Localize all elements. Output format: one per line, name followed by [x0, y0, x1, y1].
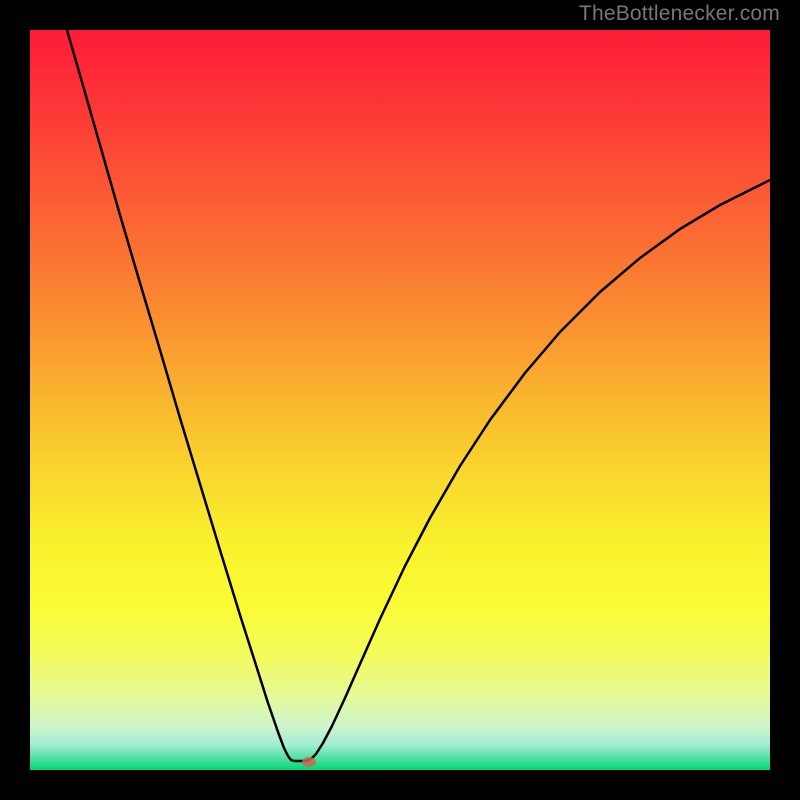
plot-area [30, 30, 770, 770]
bottleneck-curve [67, 30, 770, 761]
curve-layer [30, 30, 770, 770]
minimum-marker [302, 757, 316, 767]
watermark-text: TheBottlenecker.com [579, 2, 780, 26]
